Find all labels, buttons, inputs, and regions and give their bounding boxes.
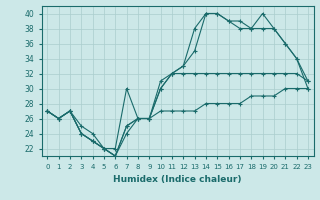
X-axis label: Humidex (Indice chaleur): Humidex (Indice chaleur) [113,175,242,184]
